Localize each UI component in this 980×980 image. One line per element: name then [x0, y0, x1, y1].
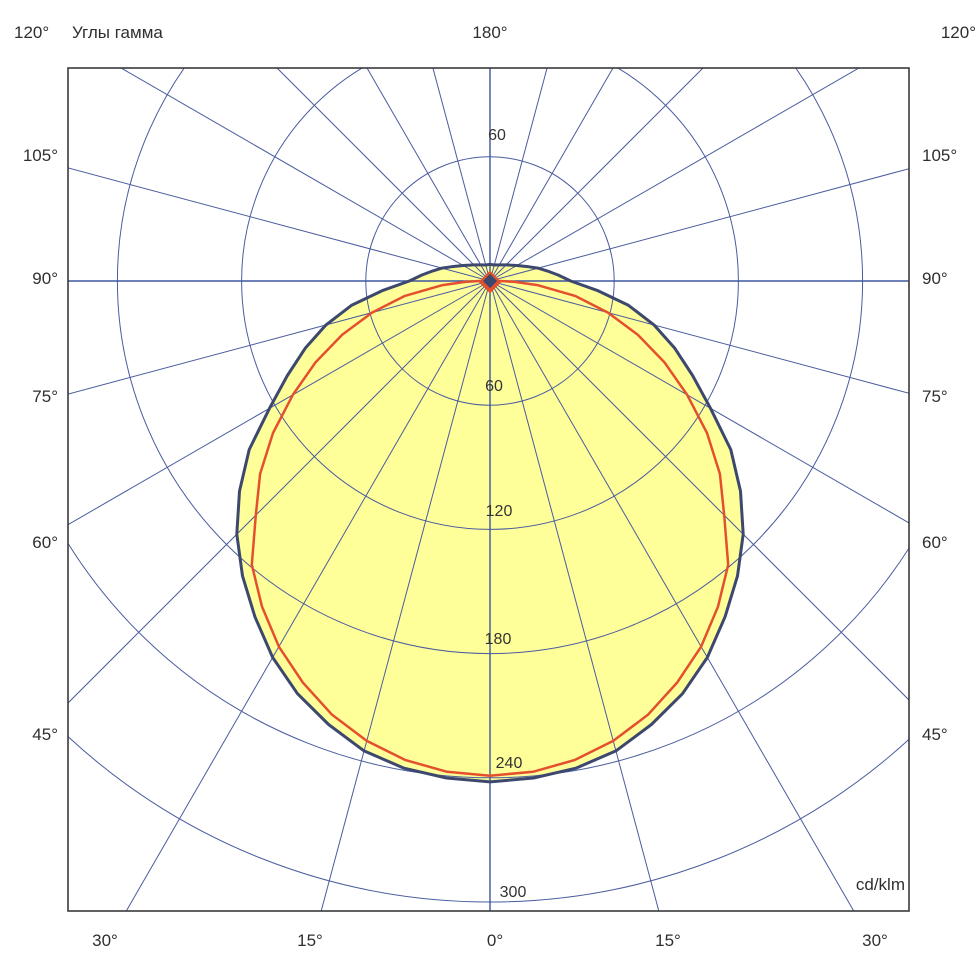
- gamma-label-right-90: 90°: [922, 269, 948, 288]
- gamma-label-180: 180°: [472, 23, 508, 42]
- gamma-label-left-45: 45°: [32, 725, 58, 744]
- pole-marker-navy: [482, 273, 498, 289]
- grid-radial-L30: [125, 280, 491, 911]
- yellow-distribution-outline: [235, 262, 745, 784]
- grid-radial-L105: [68, 167, 491, 282]
- ring-label-120: 120: [485, 503, 513, 520]
- unit-label: cd/klm: [855, 875, 905, 894]
- gamma-label-bottom-1: 15°: [297, 931, 323, 950]
- gamma-corner-label-top-right: 120°: [940, 23, 976, 42]
- gamma-label-bottom-2: 0°: [486, 931, 504, 950]
- grid-radial-L165: [432, 68, 491, 282]
- grid-radial-R120: [489, 68, 860, 282]
- grid-radial-L60: [68, 280, 491, 526]
- grid-radial-L45: [68, 280, 491, 704]
- ring-label-180: 180: [484, 631, 512, 648]
- gamma-label-bottom-3: 15°: [655, 931, 681, 950]
- chart-frame: [67, 67, 910, 912]
- grid-radial-R45: [489, 280, 909, 701]
- gamma-label-left-90: 90°: [32, 269, 58, 288]
- grid-radial-L120: [120, 68, 491, 282]
- gamma-corner-label-top-left: 120°: [14, 23, 50, 42]
- grid-radial-R60: [489, 280, 909, 524]
- ring-label-240: 240: [495, 755, 523, 772]
- grid-radial-R135: [489, 68, 704, 282]
- grid-radial-R165: [489, 68, 548, 282]
- ring-label-300: 300: [499, 884, 527, 901]
- grid-radial-R105: [489, 168, 909, 282]
- ring-label-60: 60: [485, 378, 503, 395]
- gamma-label-bottom-4: 30°: [862, 931, 888, 950]
- gamma-label-left-60: 60°: [32, 533, 58, 552]
- ring-label-60-top: 60: [488, 127, 506, 144]
- grid-radial-R30: [489, 280, 855, 911]
- gamma-label-right-45: 45°: [922, 725, 948, 744]
- grid-radial-L150: [366, 68, 491, 282]
- gamma-label-left-105: 105°: [22, 146, 58, 165]
- gamma-label-right-60: 60°: [922, 533, 948, 552]
- chart-title: Углы гамма: [72, 23, 163, 42]
- grid-radial-L135: [276, 68, 491, 282]
- grid-radial-R15: [489, 280, 660, 911]
- grid-radial-L15: [320, 280, 491, 911]
- gamma-label-right-75: 75°: [922, 387, 948, 406]
- gamma-label-bottom-0: 30°: [92, 931, 118, 950]
- grid-radial-R150: [489, 68, 614, 282]
- gamma-label-left-75: 75°: [32, 387, 58, 406]
- gamma-label-right-105: 105°: [922, 146, 958, 165]
